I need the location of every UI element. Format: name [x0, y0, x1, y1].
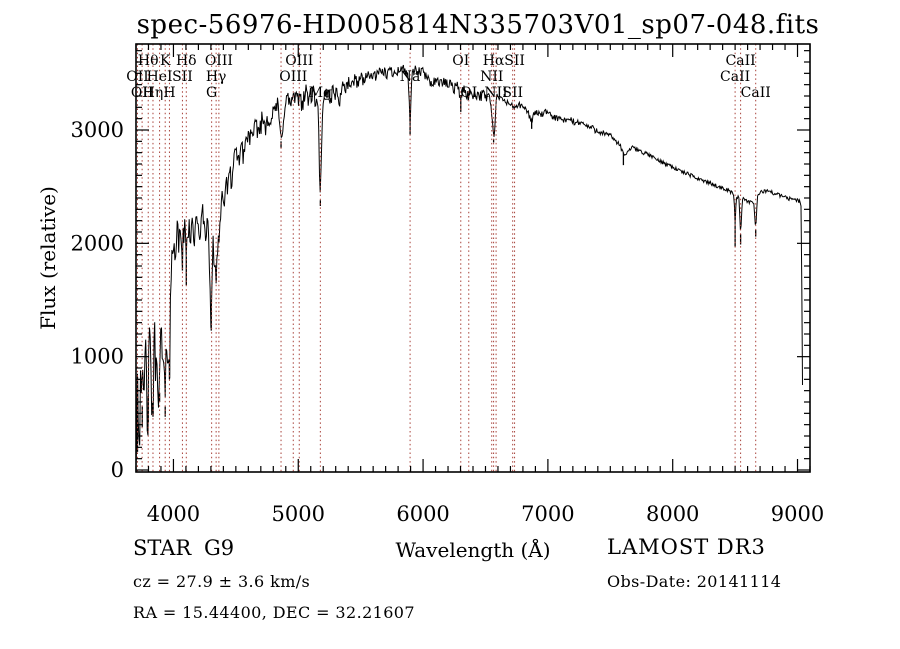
object-class-text: STAR: [133, 536, 192, 560]
spectral-line-label: OI: [460, 85, 477, 101]
cz-velocity-text: cz = 27.9 ± 3.6 km/s: [133, 572, 311, 591]
spectral-line-label: SII: [502, 85, 523, 101]
y-tick-label: 3000: [71, 118, 124, 142]
x-axis-label: Wavelength (Å): [395, 538, 551, 562]
spectral-line-label: Hθ: [138, 53, 159, 69]
spectral-line-label: Na: [400, 69, 421, 85]
spectral-line-label: CaII: [720, 69, 750, 85]
spectral-line-label: OII: [126, 69, 149, 85]
x-tick-label: 8000: [646, 502, 699, 526]
spectral-line-label: CaII: [726, 53, 756, 69]
spectral-line-label: K: [160, 53, 171, 69]
spectral-line-label: HeI: [147, 69, 173, 85]
spectral-line-label: OIII: [279, 69, 307, 85]
object-subclass-text: G9: [204, 536, 235, 560]
y-tick-label: 1000: [71, 345, 124, 369]
spectral-line-label: Hγ: [206, 69, 227, 85]
spectral-line-label: SII: [504, 53, 525, 69]
spectral-line-label: H: [163, 85, 175, 101]
obs-date-text: Obs-Date: 20141114: [607, 572, 782, 591]
spectrum-curve: [135, 64, 803, 468]
plot-frame: [135, 43, 811, 473]
spectral-line-label: SII: [172, 69, 193, 85]
x-tick-label: 4000: [147, 502, 200, 526]
spectral-line-label: Hδ: [176, 53, 197, 69]
y-tick-label: 2000: [71, 231, 124, 255]
spectral-line-label: OI: [452, 53, 469, 69]
x-tick-label: 7000: [521, 502, 574, 526]
y-axis-label: Flux (relative): [36, 186, 60, 330]
y-tick-label: 0: [111, 458, 124, 482]
x-tick-label: 6000: [396, 502, 449, 526]
spectral-line-label: NII: [480, 69, 503, 85]
spectral-line-label: Mg: [309, 85, 332, 101]
survey-release-text: LAMOST DR3: [607, 535, 766, 559]
ra-dec-text: RA = 15.44400, DEC = 32.21607: [133, 603, 415, 622]
spectral-line-label: NII: [484, 85, 507, 101]
plot-title: spec-56976-HD005814N335703V01_sp07-048.f…: [136, 10, 820, 40]
spectral-line-label: Hη: [143, 85, 164, 101]
spectral-line-label: OIII: [205, 53, 233, 69]
spectral-line-label: CaII: [741, 85, 771, 101]
spectral-line-label: Hα: [483, 53, 505, 69]
x-tick-label: 5000: [272, 502, 325, 526]
x-tick-label: 9000: [771, 502, 824, 526]
spectral-line-label: G: [206, 85, 217, 101]
spectral-line-label: OIII: [285, 53, 313, 69]
